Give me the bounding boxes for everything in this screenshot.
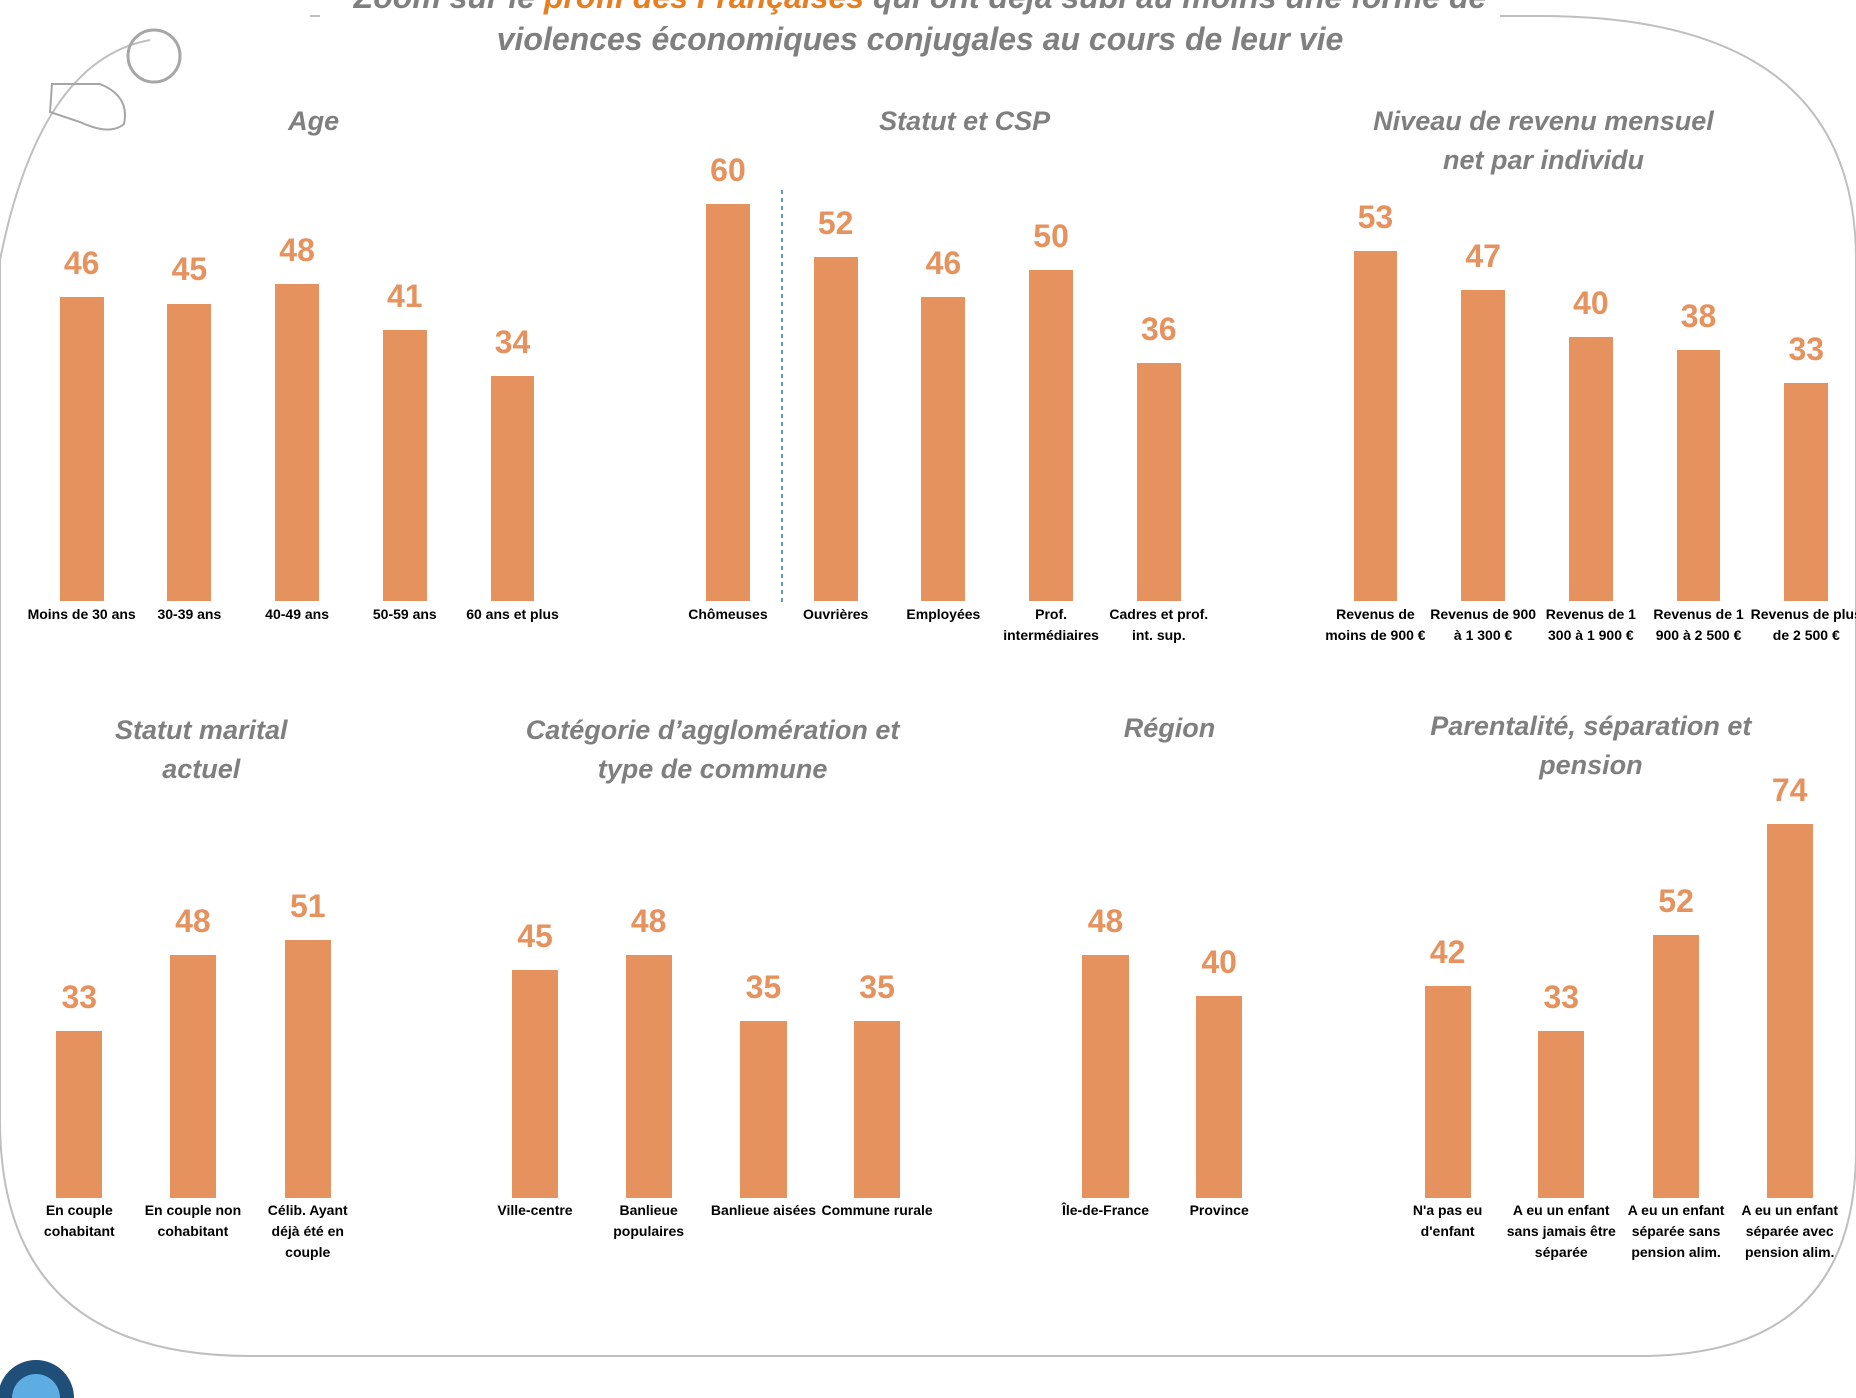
- value-label: 35: [859, 968, 895, 1005]
- value-label: 52: [1658, 882, 1694, 919]
- bar: [275, 283, 319, 602]
- value-label: 40: [1573, 284, 1609, 321]
- title-text: Zoom sur le: [354, 0, 544, 15]
- value-label: 33: [61, 979, 98, 1015]
- category-label: 60 ans et plus: [466, 605, 559, 622]
- category-label: Revenus de 900 à 1 300 €: [1430, 605, 1537, 643]
- chart-title: Niveau de revenu mensuel net par individ…: [1373, 105, 1714, 175]
- bar: [1653, 935, 1700, 1198]
- value-label: 74: [1771, 771, 1808, 808]
- value-label: 60: [710, 152, 746, 189]
- bar: [1082, 955, 1129, 1198]
- value-label: 36: [1141, 311, 1177, 348]
- bar: [854, 1020, 901, 1198]
- bar: [1568, 336, 1613, 602]
- bar: [382, 330, 427, 602]
- bar: [1029, 270, 1073, 602]
- category-label: Revenus de plus de 2 500 €: [1750, 605, 1856, 643]
- bar: [740, 1020, 787, 1198]
- value-label: 35: [745, 968, 782, 1005]
- chart-title: Statut marital actuel: [114, 715, 288, 785]
- bar: [1461, 290, 1506, 602]
- bar: [1538, 1031, 1585, 1198]
- bar: [511, 970, 559, 1198]
- category-label: Province: [1189, 1202, 1249, 1219]
- category-label: Revenus de 1 300 à 1 900 €: [1545, 605, 1636, 643]
- chart-title: Région: [1123, 713, 1216, 744]
- bar: [1424, 985, 1471, 1198]
- bar: [1136, 363, 1181, 602]
- value-label: 45: [171, 251, 208, 288]
- bar: [1766, 823, 1813, 1198]
- bar: [813, 257, 858, 602]
- bar: [284, 940, 331, 1198]
- bar: [169, 955, 216, 1198]
- category-label: Revenus de moins de 900 €: [1325, 605, 1426, 643]
- category-label: Ouvrières: [802, 605, 869, 622]
- value-label: 42: [1429, 933, 1466, 970]
- category-label: En couple cohabitant: [43, 1202, 115, 1240]
- category-label: A eu un enfant sans jamais être séparée: [1506, 1202, 1616, 1261]
- value-label: 33: [1788, 330, 1825, 367]
- category-label: Banlieue aisées: [710, 1202, 816, 1219]
- bar: [706, 204, 750, 602]
- category-label: Employées: [906, 605, 981, 622]
- category-label: N'a pas eu d'enfant: [1412, 1202, 1483, 1240]
- category-label: Célib. Ayant déjà été en couple: [267, 1202, 348, 1261]
- category-label: Moins de 30 ans: [27, 605, 136, 622]
- value-label: 46: [925, 244, 962, 281]
- value-label: 53: [1357, 198, 1394, 235]
- category-label: Banlieue populaires: [613, 1202, 685, 1240]
- bar: [59, 296, 104, 602]
- category-label: Chômeuses: [688, 605, 768, 622]
- value-label: 38: [1680, 297, 1717, 334]
- value-label: 52: [817, 205, 854, 242]
- bar: [167, 303, 212, 602]
- value-label: 48: [630, 903, 667, 940]
- category-label: A eu un enfant séparée avec pension alim…: [1741, 1202, 1839, 1261]
- value-label: 41: [387, 277, 423, 314]
- bar: [490, 376, 535, 602]
- value-label: 47: [1465, 238, 1501, 275]
- value-label: 50: [1033, 218, 1069, 255]
- category-label: 50-59 ans: [372, 605, 437, 622]
- value-label: 48: [279, 231, 315, 268]
- chart-title: Catégorie d’agglomération et type de com…: [525, 715, 900, 785]
- bar: [1196, 995, 1243, 1198]
- value-label: 51: [289, 888, 326, 925]
- value-label: 46: [63, 244, 100, 281]
- category-label: 40-49 ans: [265, 605, 329, 622]
- title-highlight: profil des Françaises: [544, 0, 864, 15]
- value-label: 48: [175, 903, 211, 940]
- bar: [625, 955, 672, 1198]
- value-label: 33: [1543, 979, 1580, 1015]
- category-label: A eu un enfant séparée sans pension alim…: [1627, 1202, 1725, 1261]
- bar: [921, 296, 966, 602]
- page-title: Zoom sur le profil des Françaises qui on…: [330, 0, 1510, 60]
- chart-title: Statut et CSP: [879, 105, 1051, 136]
- category-label: 30-39 ans: [157, 605, 222, 622]
- category-label: Prof. intermédiaires: [1003, 605, 1099, 643]
- value-label: 45: [517, 918, 553, 955]
- category-label: Île-de-France: [1061, 1202, 1150, 1219]
- category-label: Ville-centre: [497, 1202, 573, 1219]
- category-label: Revenus de 1 900 à 2 500 €: [1653, 605, 1744, 643]
- chart-title: Parentalité, séparation et pension: [1430, 710, 1752, 780]
- title-text: qui ont déjà subi au moins une forme de …: [496, 0, 1487, 57]
- value-label: 40: [1201, 943, 1237, 980]
- chart-title: Age: [288, 105, 340, 136]
- category-label: Commune rurale: [821, 1202, 933, 1219]
- category-label: Cadres et prof. int. sup.: [1109, 605, 1209, 643]
- bar: [1676, 349, 1721, 602]
- bar: [1784, 382, 1829, 602]
- value-label: 48: [1087, 903, 1124, 940]
- value-label: 34: [494, 324, 531, 361]
- category-label: En couple non cohabitant: [144, 1202, 242, 1240]
- bar: [1353, 250, 1398, 602]
- bar: [56, 1031, 103, 1198]
